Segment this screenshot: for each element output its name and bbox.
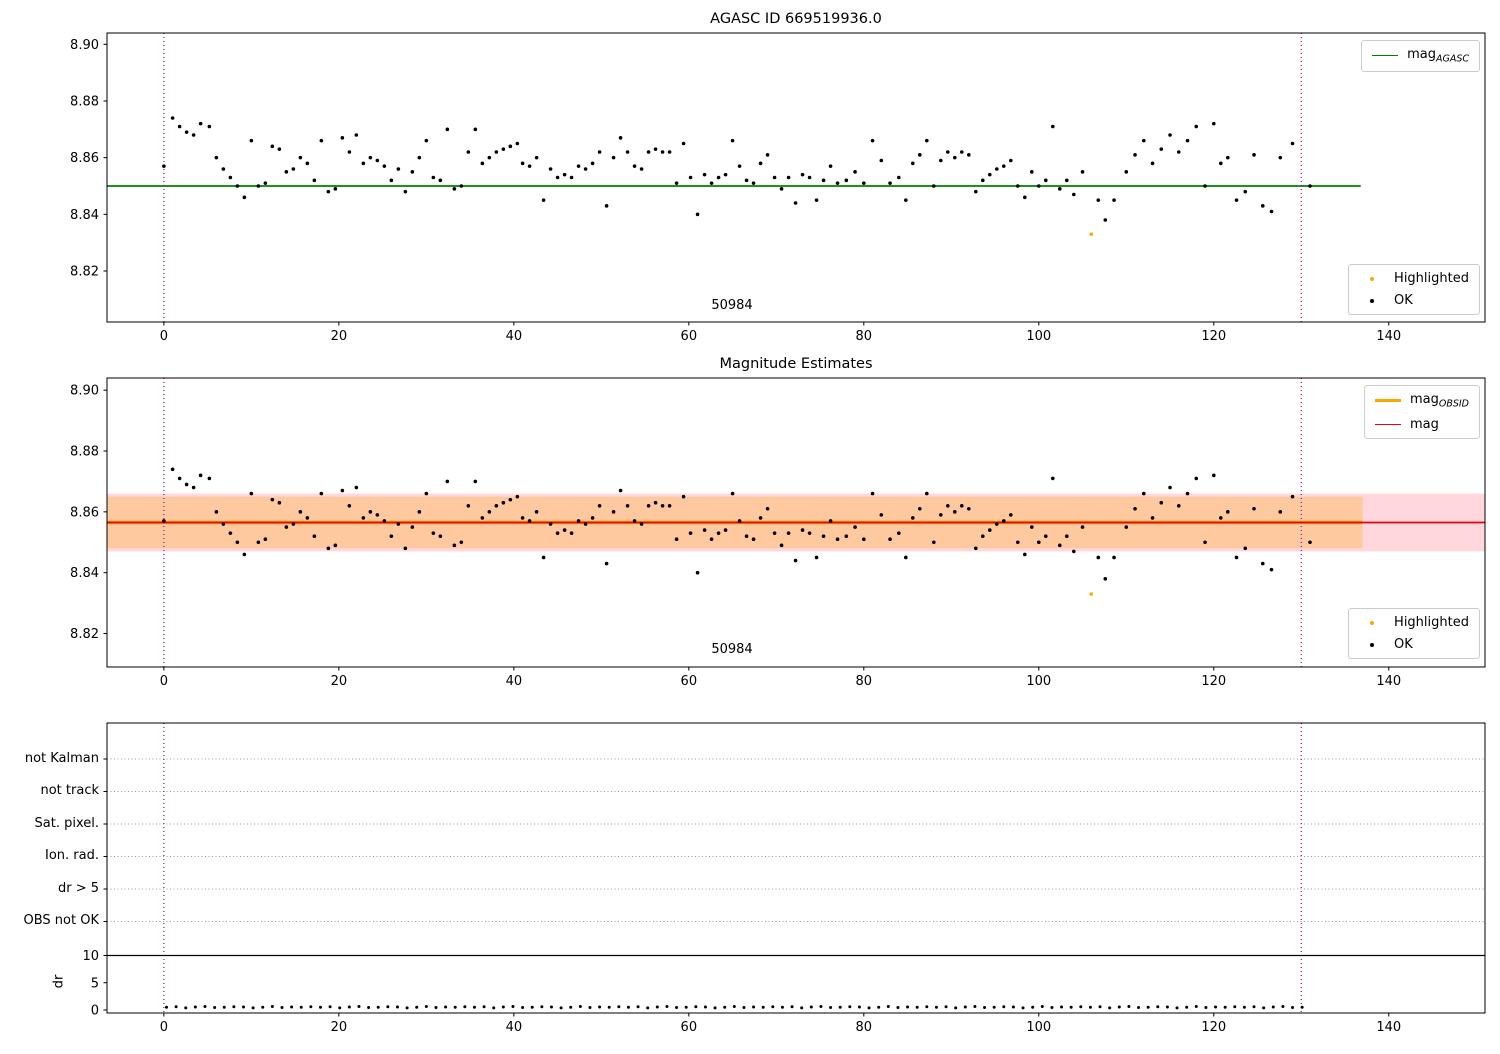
legend-mag-agasc: magAGASC (1361, 40, 1480, 72)
svg-text:8.88: 8.88 (70, 445, 99, 460)
legend-row-mag-obsid: magOBSID (1374, 392, 1469, 410)
svg-text:8.82: 8.82 (70, 627, 99, 642)
svg-text:20: 20 (331, 1020, 348, 1035)
flag-label-obs-not-ok: OBS not OK (23, 913, 100, 928)
flag-label-dr-gt-5: dr > 5 (57, 881, 99, 896)
svg-text:0: 0 (91, 1004, 99, 1019)
mag-line-swatch (1374, 423, 1401, 425)
legend-label-ok: OK (1394, 293, 1413, 308)
middle-plot-title: Magnitude Estimates (719, 356, 873, 372)
svg-text:8.86: 8.86 (70, 505, 99, 520)
svg-text:100: 100 (1026, 1020, 1051, 1035)
svg-text:8.90: 8.90 (70, 38, 99, 53)
svg-text:140: 140 (1376, 1020, 1401, 1035)
top-plot-title: AGASC ID 669519936.0 (710, 11, 882, 27)
svg-text:20: 20 (331, 329, 348, 344)
mag-obsid-line-swatch (1374, 399, 1401, 403)
ok-dot-swatch (1359, 298, 1385, 303)
svg-text:40: 40 (506, 674, 523, 689)
flag-label-ion-rad: Ion. rad. (45, 848, 99, 863)
flag-label-not-track: not track (40, 783, 99, 798)
svg-text:80: 80 (856, 674, 873, 689)
legend-label-ok: OK (1394, 637, 1413, 652)
svg-text:8.82: 8.82 (70, 265, 99, 280)
legend-row-ok: OK (1359, 637, 1469, 652)
svg-text:8.84: 8.84 (70, 208, 99, 223)
legend-label-highlighted: Highlighted (1394, 271, 1469, 286)
legend-points-top: Highlighted OK (1348, 264, 1480, 315)
svg-text:20: 20 (331, 674, 348, 689)
svg-text:60: 60 (681, 329, 698, 344)
svg-text:60: 60 (681, 674, 698, 689)
svg-text:0: 0 (160, 329, 168, 344)
legend-row-highlighted: Highlighted (1359, 271, 1469, 286)
legend-row-highlighted: Highlighted (1359, 615, 1469, 630)
obsid-annotation-middle: 50984 (711, 642, 753, 657)
dr-axis-label: dr (51, 974, 67, 989)
legend-label-mag-agasc: magAGASC (1407, 47, 1469, 65)
legend-row-mag-agasc: magAGASC (1372, 47, 1469, 65)
svg-text:60: 60 (681, 1020, 698, 1035)
svg-text:8.88: 8.88 (70, 95, 99, 110)
mag-agasc-line-swatch (1372, 55, 1399, 57)
legend-row-mag: mag (1374, 416, 1469, 432)
svg-text:140: 140 (1376, 329, 1401, 344)
svg-text:5: 5 (91, 976, 99, 991)
svg-text:100: 100 (1026, 329, 1051, 344)
svg-text:8.86: 8.86 (70, 151, 99, 166)
legend-points-middle: Highlighted OK (1348, 608, 1480, 659)
svg-text:120: 120 (1201, 329, 1226, 344)
legend-label-mag: mag (1409, 416, 1439, 432)
svg-text:80: 80 (856, 1020, 873, 1035)
svg-text:8.84: 8.84 (70, 566, 99, 581)
legend-label-highlighted: Highlighted (1394, 615, 1469, 630)
highlighted-dot-swatch (1359, 276, 1385, 281)
flag-label-sat-pixel: Sat. pixel. (34, 816, 99, 831)
ok-dot-swatch (1359, 642, 1385, 647)
svg-text:120: 120 (1201, 674, 1226, 689)
svg-text:40: 40 (506, 329, 523, 344)
svg-text:100: 100 (1026, 674, 1051, 689)
svg-text:40: 40 (506, 1020, 523, 1035)
highlighted-dot-swatch (1359, 620, 1385, 625)
svg-text:120: 120 (1201, 1020, 1226, 1035)
svg-text:8.90: 8.90 (70, 384, 99, 399)
legend-mag-lines: magOBSID mag (1363, 385, 1480, 439)
legend-label-mag-obsid: magOBSID (1409, 392, 1469, 410)
svg-text:80: 80 (856, 329, 873, 344)
svg-text:10: 10 (82, 949, 99, 964)
svg-text:0: 0 (160, 1020, 168, 1035)
svg-text:140: 140 (1376, 674, 1401, 689)
legend-row-ok: OK (1359, 293, 1469, 308)
svg-text:0: 0 (160, 674, 168, 689)
flag-label-not-kalman: not Kalman (24, 751, 99, 766)
obsid-annotation-top: 50984 (711, 298, 753, 313)
